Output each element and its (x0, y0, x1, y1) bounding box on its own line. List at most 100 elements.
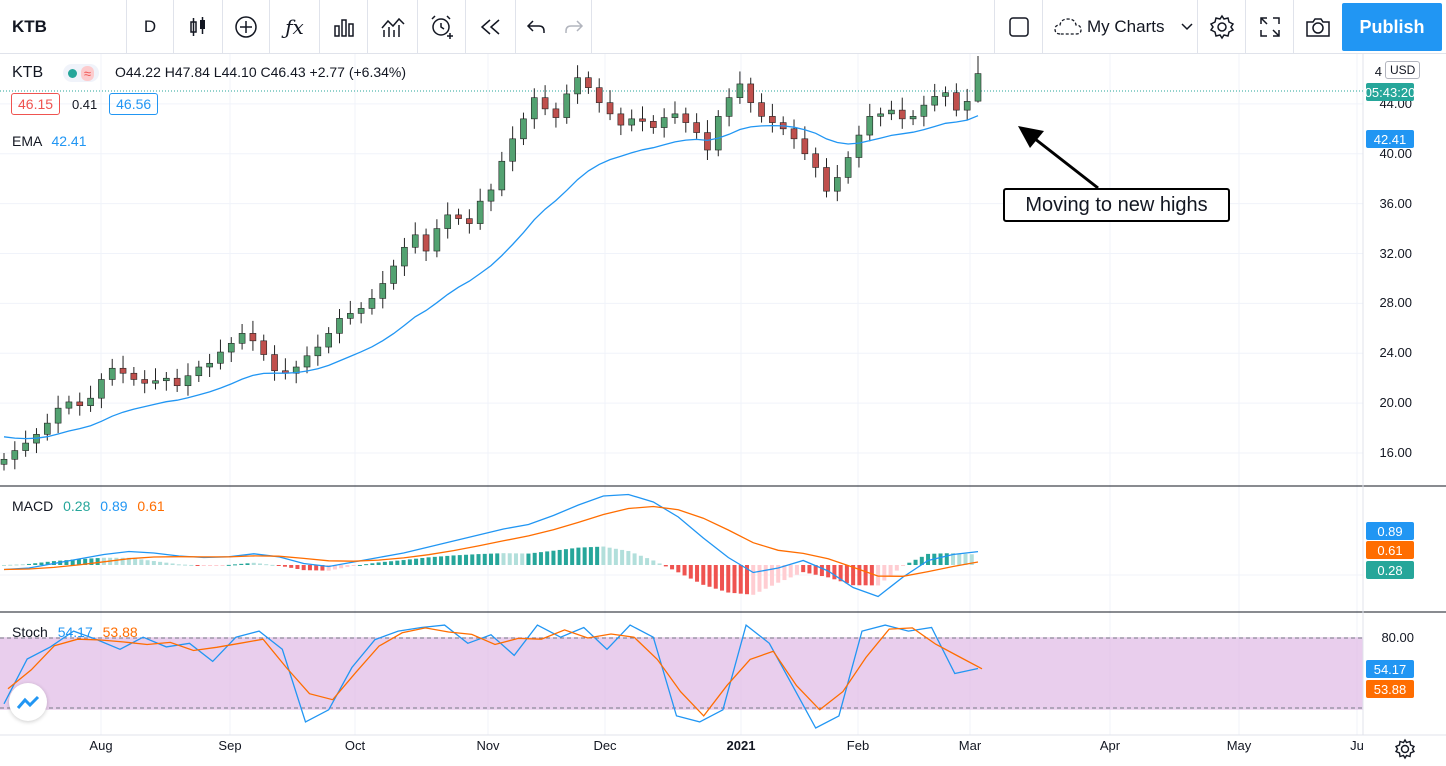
candle (33, 428, 40, 454)
candle (844, 151, 852, 184)
candle (834, 164, 841, 202)
currency-button[interactable]: USD (1385, 61, 1421, 79)
publish-button[interactable]: Publish (1342, 3, 1442, 51)
indicators-button[interactable]: ƒx (270, 0, 320, 54)
macd-histogram-bar (370, 563, 375, 565)
macd-histogram-bar (89, 558, 94, 565)
macd-histogram-bar (863, 565, 868, 586)
macd-histogram-bar (969, 554, 974, 565)
tradingview-logo[interactable] (9, 683, 47, 721)
candle-body (455, 214, 462, 219)
ask-price-button[interactable]: 46.56 (109, 93, 159, 115)
candle-body (249, 333, 257, 342)
stoch-k-line (3, 623, 979, 729)
macd-histogram-tag: 0.28 (1366, 561, 1414, 579)
macd-histogram-bar (744, 565, 749, 595)
candle-body (152, 380, 159, 384)
macd-histogram-bar (282, 565, 287, 567)
bid-price-button[interactable]: 46.15 (11, 93, 61, 115)
ema-legend[interactable]: EMA 42.41 (12, 133, 87, 149)
snapshot-button[interactable] (1294, 0, 1342, 54)
macd-histogram-bar (520, 553, 525, 565)
stoch-legend[interactable]: Stoch 54.17 53.88 (12, 624, 138, 640)
macd-histogram-bar (183, 564, 188, 566)
macd-histogram (2, 546, 974, 595)
legend-ohlc: O44.22 H47.84 L44.10 C46.43 +2.77 (+6.34… (114, 64, 407, 80)
macd-histogram-bar (470, 554, 475, 565)
macd-histogram-bar (726, 565, 731, 593)
macd-histogram-bar (289, 565, 294, 568)
settings-button[interactable] (1198, 0, 1246, 54)
candle-body (866, 116, 874, 136)
replay-button[interactable] (466, 0, 516, 54)
stoch-d-value: 53.88 (102, 624, 138, 640)
stoch-band (0, 637, 1363, 710)
price-tick-4: 28.00 (1379, 295, 1412, 311)
macd-histogram-bar (332, 565, 337, 570)
candle-body (422, 234, 430, 252)
redo-button[interactable] (556, 0, 592, 54)
candle-body (628, 118, 635, 126)
candle-body (714, 116, 722, 151)
candle (282, 358, 289, 380)
price-tick-3: 32.00 (1379, 245, 1412, 261)
macd-histogram-bar (876, 565, 881, 586)
fullscreen-toggle-button[interactable] (994, 0, 1043, 54)
annotation-label[interactable]: Moving to new highs (1003, 188, 1230, 222)
candle (758, 93, 765, 123)
templates-button[interactable] (320, 0, 368, 54)
macd-histogram-bar (913, 559, 918, 565)
candle (76, 392, 84, 416)
candle (487, 183, 495, 212)
fullscreen-button[interactable] (1246, 0, 1294, 54)
candle-body (65, 401, 73, 409)
layout-menu-button[interactable]: My Charts (1043, 0, 1198, 54)
candle-body (11, 450, 19, 460)
candle-body (790, 128, 798, 140)
candle (260, 334, 268, 361)
candle (725, 88, 733, 127)
chart-settings-button[interactable] (1394, 738, 1416, 765)
candle-body (119, 367, 127, 374)
candle (130, 367, 138, 386)
interval-button[interactable]: D (127, 0, 174, 54)
candle-body (108, 367, 116, 380)
undo-button[interactable] (516, 0, 556, 54)
macd-histogram-bar (620, 549, 625, 565)
market-status-dot-icon (68, 69, 78, 79)
macd-histogram-bar (276, 565, 281, 566)
candle (877, 107, 884, 127)
legend-status[interactable]: ≈ (63, 64, 100, 83)
macd-histogram-bar (314, 565, 319, 571)
candle (433, 219, 441, 258)
macd-histogram-bar (76, 559, 81, 565)
macd-legend[interactable]: MACD 0.28 0.89 0.61 (12, 498, 165, 514)
chart-type-button[interactable] (174, 0, 223, 54)
square-icon (1008, 17, 1029, 37)
candle-body (347, 313, 354, 319)
macd-histogram-bar (657, 563, 662, 565)
macd-histogram-bar (126, 557, 131, 565)
candle (671, 101, 679, 124)
price-tick-2: 36.00 (1379, 195, 1412, 211)
candle (357, 302, 365, 324)
symbol-search-button[interactable]: KTB (0, 0, 127, 54)
candle-body (617, 113, 625, 126)
candle-body (444, 214, 452, 229)
candle-body (411, 234, 419, 248)
candle (347, 300, 354, 325)
financials-button[interactable] (368, 0, 418, 54)
alert-button[interactable] (418, 0, 466, 54)
macd-histogram-bar (907, 562, 912, 565)
time-label-9: May (1226, 738, 1252, 753)
macd-histogram-bar (601, 546, 606, 565)
compare-button[interactable] (223, 0, 270, 54)
candle-body (823, 167, 830, 192)
macd-histogram-bar (851, 565, 856, 586)
macd-label: MACD (12, 498, 54, 514)
candle-body (530, 97, 538, 120)
chart-canvas[interactable] (0, 54, 1446, 766)
annotation-arrow (1018, 126, 1099, 190)
macd-histogram-bar (20, 564, 25, 566)
candle-body (260, 340, 268, 355)
